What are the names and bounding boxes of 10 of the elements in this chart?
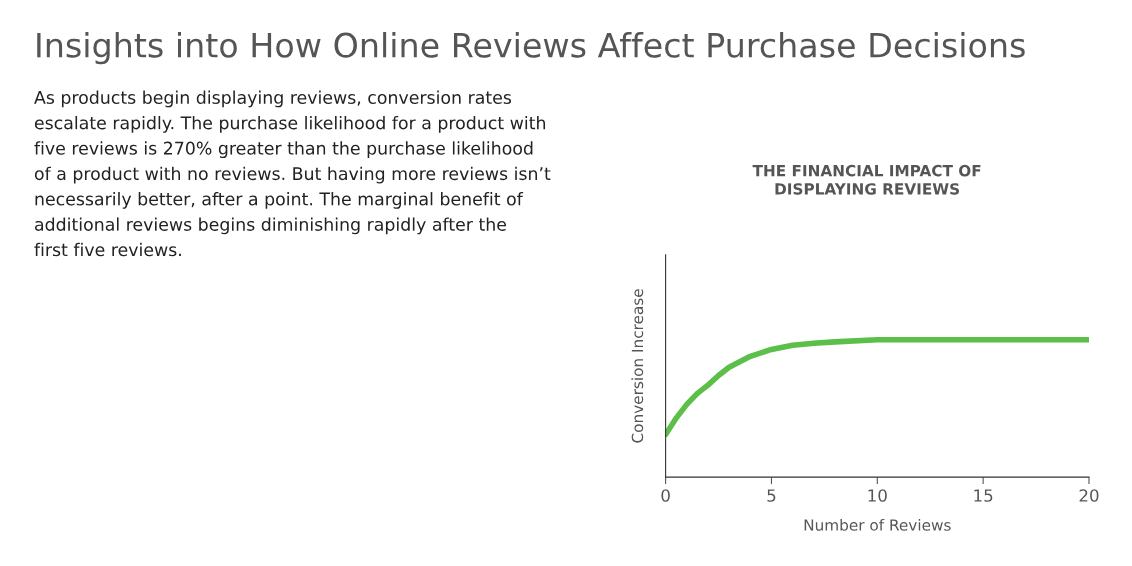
x-axis-title: Number of Reviews (804, 518, 951, 531)
x-tick-label: 15 (974, 489, 993, 502)
text: As products begin displaying reviews, conversion rates escalate rapidly. The purchase likelihood for a product with five reviews is 270% greater than the purchase likelihood of a product with no reviews. But having more reviews isn’t necessarily better, after a point. The marginal benefit of additional reviews begins diminishing rapidly after the first five reviews. (34, 90, 551, 257)
x-tick-label: 5 (767, 489, 776, 502)
x-tick-label: 0 (661, 489, 670, 502)
y-axis-title: Conversion Increase (631, 289, 644, 443)
chart-subtitle: THE FINANCIAL IMPACT OF DISPLAYING REVIEWS (752, 164, 981, 195)
x-tick-label: 10 (868, 489, 887, 502)
chart-title: Insights into How Online Reviews Affect Purchase Decisions (37, 31, 1025, 65)
x-tick-label: 20 (1079, 489, 1099, 502)
